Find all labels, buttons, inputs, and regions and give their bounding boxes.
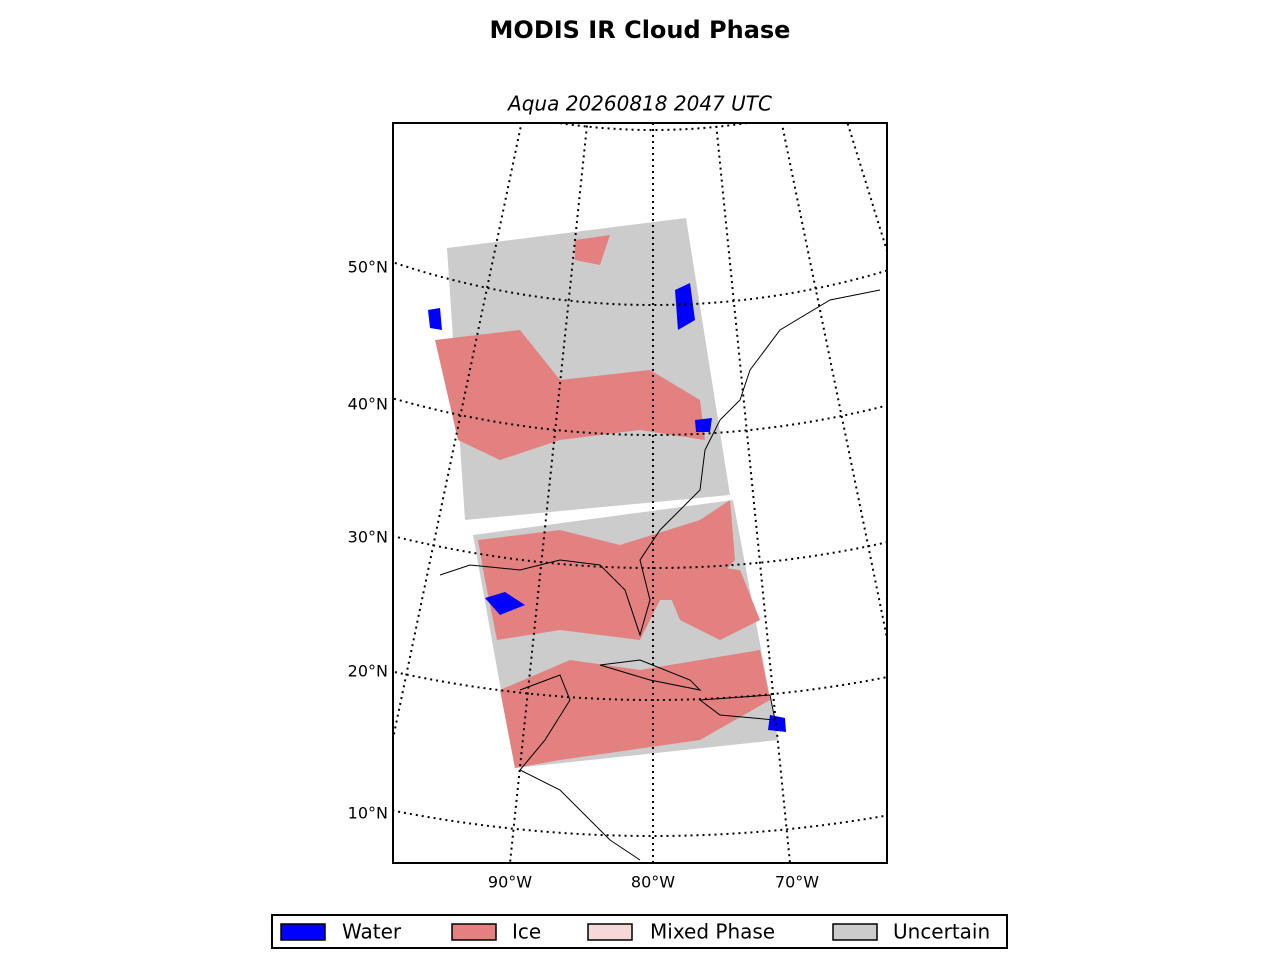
subtitle: Aqua 20260818 2047 UTC: [506, 92, 772, 116]
longitude-label: 70°W: [775, 873, 819, 892]
map-area: [393, 123, 887, 863]
latitude-label: 50°N: [348, 258, 388, 277]
legend-label: Water: [342, 920, 402, 944]
legend-entries: Water Ice Mixed Phase Uncertain: [280, 920, 990, 944]
legend-swatch: [280, 923, 326, 941]
map-frame: [392, 122, 888, 864]
legend-swatch: [587, 923, 633, 941]
legend-label: Mixed Phase: [650, 920, 775, 944]
legend-swatch: [451, 923, 497, 941]
legend-label: Ice: [512, 920, 541, 944]
legend: [271, 914, 1008, 949]
legend-swatch: [832, 923, 878, 941]
longitude-label: 90°W: [488, 873, 532, 892]
meridian: [714, 123, 791, 863]
ice-areas: [435, 235, 770, 768]
longitude-labels: 90°W 80°W 70°W: [488, 873, 819, 892]
latitude-label: 10°N: [348, 804, 388, 823]
latitude-label: 20°N: [348, 662, 388, 681]
latitude-label: 30°N: [348, 528, 388, 547]
longitude-label: 80°W: [631, 873, 675, 892]
title: MODIS IR Cloud Phase: [490, 16, 791, 44]
latitude-labels: 50°N 40°N 30°N 20°N 10°N: [348, 258, 388, 823]
latitude-label: 40°N: [348, 395, 388, 414]
coastline: [439, 289, 881, 861]
meridian: [509, 123, 589, 863]
legend-label: Uncertain: [893, 920, 990, 944]
